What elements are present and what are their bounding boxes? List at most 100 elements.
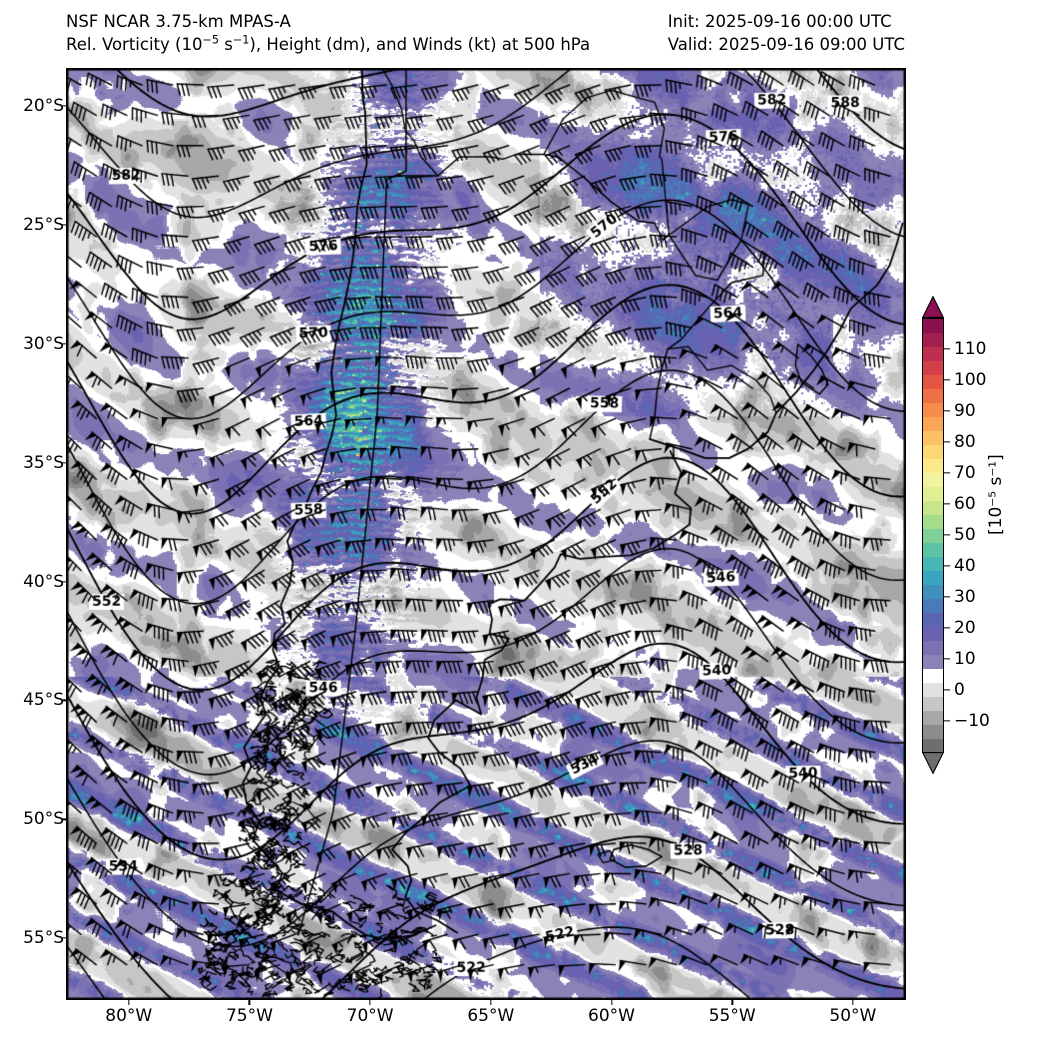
x-axis-tick-label: 75°W xyxy=(225,1006,273,1026)
figure-title-left: NSF NCAR 3.75-km MPAS-A Rel. Vorticity (… xyxy=(66,10,590,57)
colorbar-segment xyxy=(923,319,943,333)
colorbar-segment xyxy=(923,683,943,697)
colorbar-tick-label: 30 xyxy=(954,587,976,607)
valid-time-label: Valid: 2025-09-16 09:00 UTC xyxy=(667,35,905,55)
y-axis-tick-mark xyxy=(61,224,66,226)
colorbar-segment xyxy=(923,697,943,711)
colorbar-tick-mark xyxy=(944,503,950,505)
colorbar-tick-label: 20 xyxy=(954,618,976,638)
colorbar-tick-mark xyxy=(944,627,950,629)
y-axis-tick-mark xyxy=(61,343,66,345)
colorbar-tick-label: 10 xyxy=(954,649,976,669)
x-axis-tick-mark xyxy=(731,1000,733,1005)
y-axis-tick-mark xyxy=(61,462,66,464)
figure-title-right: Init: 2025-09-16 00:00 UTC Valid: 2025-0… xyxy=(668,10,905,57)
colorbar-segment xyxy=(923,613,943,627)
y-axis-tick-mark xyxy=(61,937,66,939)
y-axis-tick-label: 50°S xyxy=(23,809,64,830)
colorbar xyxy=(921,295,945,775)
colorbar-tick-label: 80 xyxy=(954,432,976,452)
colorbar-tick-mark xyxy=(944,565,950,567)
x-axis-tick-mark xyxy=(852,1000,854,1005)
colorbar-segment xyxy=(923,501,943,515)
colorbar-segment xyxy=(923,585,943,599)
colorbar-segment xyxy=(923,361,943,375)
colorbar-tick-mark xyxy=(944,596,950,598)
colorbar-tick-label: 60 xyxy=(954,494,976,514)
colorbar-segment xyxy=(923,487,943,501)
colorbar-segment xyxy=(923,375,943,389)
colorbar-segment xyxy=(923,655,943,669)
colorbar-segment xyxy=(923,711,943,725)
y-axis-tick-mark xyxy=(61,105,66,107)
colorbar-segment xyxy=(923,669,943,683)
colorbar-tick-label: −10 xyxy=(954,711,990,731)
y-axis-tick-label: 35°S xyxy=(23,452,64,473)
y-axis-tick-label: 40°S xyxy=(23,571,64,592)
y-axis-tick-label: 25°S xyxy=(23,214,64,235)
colorbar-units-label: [10⁻⁵ s⁻¹] xyxy=(986,454,1006,535)
y-axis-tick-label: 20°S xyxy=(23,96,64,117)
colorbar-tick-mark xyxy=(944,720,950,722)
colorbar-tick-mark xyxy=(944,410,950,412)
colorbar-segment xyxy=(923,725,943,739)
colorbar-segment xyxy=(923,347,943,361)
colorbar-segment xyxy=(923,431,943,445)
x-axis-tick-mark xyxy=(610,1000,613,1005)
colorbar-segment xyxy=(923,515,943,529)
y-axis-tick-mark xyxy=(61,580,66,583)
x-axis-tick-label: 60°W xyxy=(588,1006,635,1026)
colorbar-segment xyxy=(923,389,943,403)
colorbar-tick-mark xyxy=(944,472,950,474)
colorbar-segment xyxy=(923,599,943,613)
x-axis-tick-label: 55°W xyxy=(708,1006,756,1026)
colorbar-tick-mark xyxy=(944,534,950,536)
colorbar-segment xyxy=(923,739,943,753)
colorbar-segment xyxy=(923,333,943,347)
colorbar-tick-mark xyxy=(944,658,950,660)
colorbar-tick-label: 50 xyxy=(954,525,976,545)
x-axis-tick-label: 80°W xyxy=(105,1006,153,1026)
y-axis-tick-label: 45°S xyxy=(23,690,64,711)
colorbar-tick-label: 90 xyxy=(954,401,976,421)
colorbar-tick-mark xyxy=(944,689,950,691)
model-name-title: NSF NCAR 3.75-km MPAS-A xyxy=(66,12,291,31)
colorbar-min-extend-arrow xyxy=(921,752,945,775)
map-plot-canvas xyxy=(67,69,905,999)
y-axis-tick-mark xyxy=(61,699,66,702)
colorbar-segment xyxy=(923,627,943,641)
colorbar-segment xyxy=(923,417,943,431)
x-axis-tick-mark xyxy=(369,1000,371,1005)
colorbar-segment xyxy=(923,557,943,571)
colorbar-max-extend-arrow xyxy=(921,295,945,318)
colorbar-tick-mark xyxy=(944,441,950,443)
colorbar-segment xyxy=(923,473,943,487)
y-axis-tick-label: 30°S xyxy=(23,333,64,354)
init-time-label: Init: 2025-09-16 00:00 UTC xyxy=(667,12,892,31)
colorbar-segment xyxy=(923,571,943,585)
x-axis-tick-mark xyxy=(128,1000,130,1005)
x-axis-tick-label: 50°W xyxy=(829,1006,877,1026)
colorbar-segment xyxy=(923,459,943,473)
colorbar-segment xyxy=(923,543,943,557)
colorbar-tick-mark xyxy=(944,379,950,381)
colorbar-tick-label: 0 xyxy=(954,680,965,700)
colorbar-tick-label: 40 xyxy=(954,556,976,576)
colorbar-segment xyxy=(923,641,943,655)
x-axis-tick-mark xyxy=(490,1000,492,1005)
y-axis-tick-label: 55°S xyxy=(23,928,64,949)
colorbar-tick-label: 100 xyxy=(954,370,987,390)
map-axes[interactable] xyxy=(66,68,906,1000)
colorbar-segment xyxy=(923,529,943,543)
x-axis-tick-label: 65°W xyxy=(467,1006,515,1026)
colorbar-tick-label: 70 xyxy=(954,463,976,483)
x-axis-tick-mark xyxy=(248,1000,251,1005)
x-axis-tick-label: 70°W xyxy=(346,1006,394,1026)
colorbar-segment xyxy=(923,445,943,459)
colorbar-segment xyxy=(923,403,943,417)
colorbar-tick-mark xyxy=(944,348,950,350)
y-axis-tick-mark xyxy=(61,818,66,820)
colorbar-gradient xyxy=(922,318,944,753)
